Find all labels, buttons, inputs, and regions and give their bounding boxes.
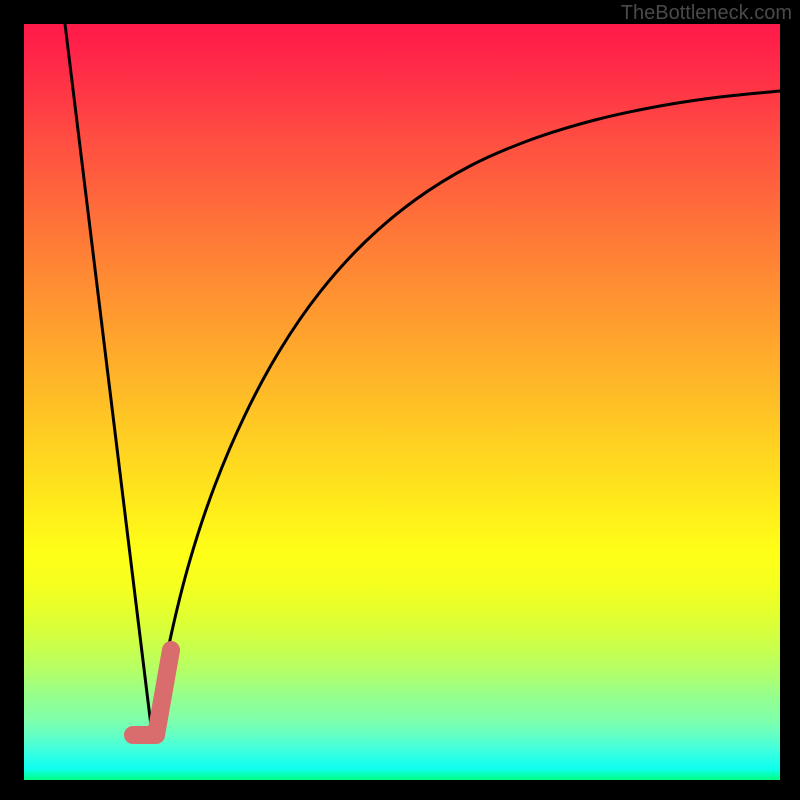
chart-container: TheBottleneck.com <box>0 0 800 800</box>
pink-j-marker <box>133 650 171 735</box>
watermark-text: TheBottleneck.com <box>621 2 792 25</box>
chart-svg-overlay <box>0 0 800 800</box>
curve-left-segment <box>65 24 152 734</box>
curve-right-segment <box>152 91 780 734</box>
